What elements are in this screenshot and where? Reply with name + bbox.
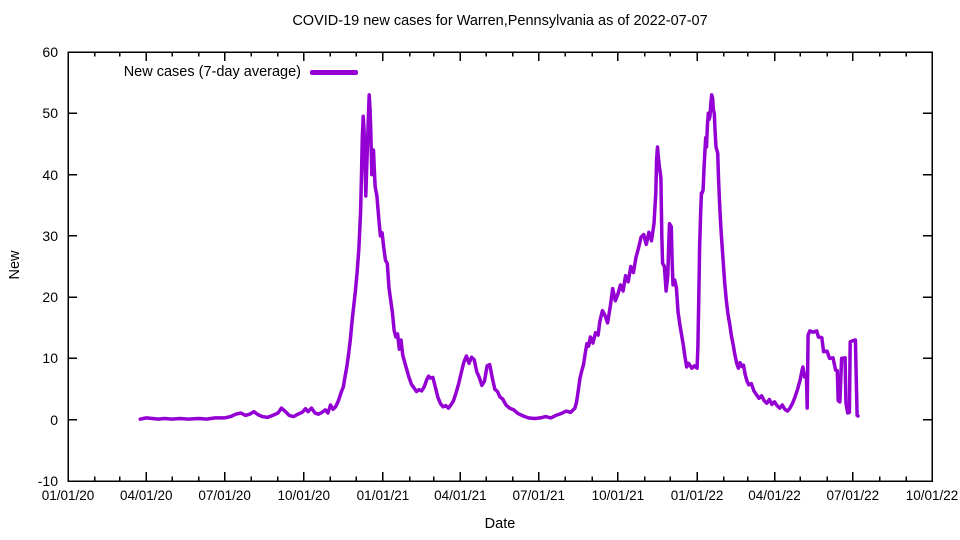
- x-tick-label: 01/01/20: [41, 488, 95, 503]
- x-tick-label: 04/01/22: [748, 488, 801, 503]
- x-tick-label: 04/01/21: [434, 488, 487, 503]
- plot-frame: [67, 51, 933, 482]
- y-tick-label: 0: [50, 411, 58, 428]
- x-tick-label: 04/01/20: [120, 488, 173, 503]
- x-tick-label: 10/01/21: [591, 488, 645, 503]
- legend-line-sample: [310, 69, 358, 75]
- x-tick-label: 07/01/22: [826, 488, 880, 503]
- x-axis-title: Date: [484, 516, 516, 532]
- legend: New cases (7-day average): [68, 63, 358, 81]
- y-tick-label: 20: [42, 289, 58, 306]
- new-cases-line: [138, 93, 860, 421]
- x-tick-label: 10/01/22: [905, 488, 959, 503]
- y-tick-label: 30: [42, 227, 58, 244]
- x-tick-label: 07/01/21: [512, 488, 565, 503]
- y-tick-label: -10: [37, 473, 58, 489]
- x-tick-label: 07/01/20: [198, 488, 251, 503]
- x-tick-label: 01/01/22: [670, 488, 724, 503]
- y-tick-label: 50: [42, 105, 58, 122]
- legend-label: New cases (7-day average): [123, 64, 301, 80]
- chart-title: COVID-19 new cases for Warren,Pennsylvan…: [292, 13, 708, 29]
- y-tick-label: 60: [42, 44, 58, 60]
- y-tick-label: 10: [42, 350, 58, 367]
- x-tick-label: 10/01/20: [277, 488, 331, 503]
- x-tick-label: 01/01/21: [356, 488, 410, 503]
- y-tick-label: 40: [42, 166, 58, 183]
